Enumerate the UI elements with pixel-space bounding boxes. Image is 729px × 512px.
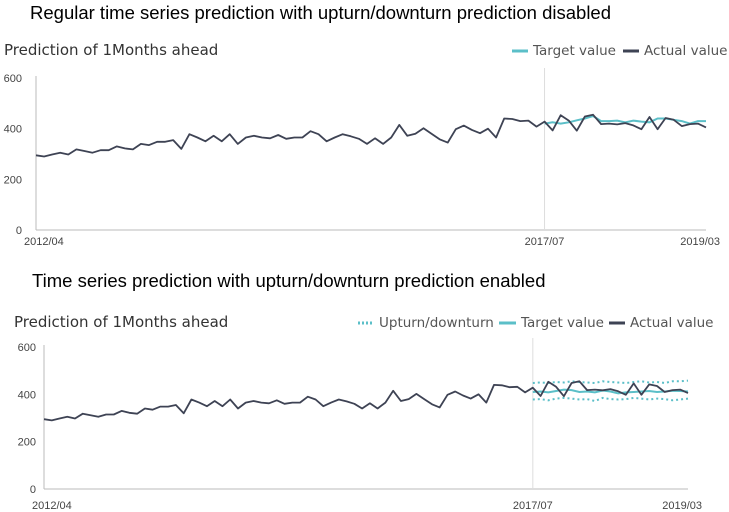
legend-label-target-value: Target value: [520, 315, 604, 331]
heading-upturn-disabled: Regular time series prediction with uptu…: [30, 2, 612, 23]
chart-title: Prediction of 1Months ahead: [4, 41, 218, 59]
upturn-band-upper: [532, 379, 689, 385]
chart-prediction-enabled: Prediction of 1Months ahead Upturn/downtu…: [14, 313, 713, 512]
x-tick-label: 2019/03: [662, 500, 702, 512]
legend-label-upturn-downturn: Upturn/downturn: [379, 315, 494, 331]
y-tick-label: 0: [30, 484, 36, 496]
series-actual-value: [43, 380, 689, 422]
x-tick-label: 2012/04: [24, 236, 64, 248]
x-tick-label: 2012/04: [32, 500, 72, 512]
y-tick-label: 600: [18, 342, 36, 354]
heading-upturn-enabled: Time series prediction with upturn/downt…: [32, 270, 546, 291]
y-tick-label: 600: [4, 73, 22, 85]
y-tick-label: 200: [18, 437, 36, 449]
x-tick-label: 2019/03: [680, 236, 720, 248]
series-actual-value: [35, 113, 707, 158]
chart-prediction-disabled: Prediction of 1Months ahead Target value A…: [4, 41, 728, 248]
y-tick-label: 400: [18, 389, 36, 401]
y-tick-label: 200: [4, 174, 22, 186]
y-tick-label: 400: [4, 124, 22, 136]
x-tick-label: 2017/07: [513, 500, 553, 512]
downturn-band-lower: [532, 396, 689, 403]
legend-label-actual-value: Actual value: [630, 315, 713, 331]
legend-label-target-value: Target value: [532, 43, 616, 59]
chart-title: Prediction of 1Months ahead: [14, 313, 228, 331]
y-tick-label: 0: [16, 225, 22, 237]
x-tick-label: 2017/07: [525, 236, 565, 248]
legend-label-actual-value: Actual value: [644, 43, 727, 59]
